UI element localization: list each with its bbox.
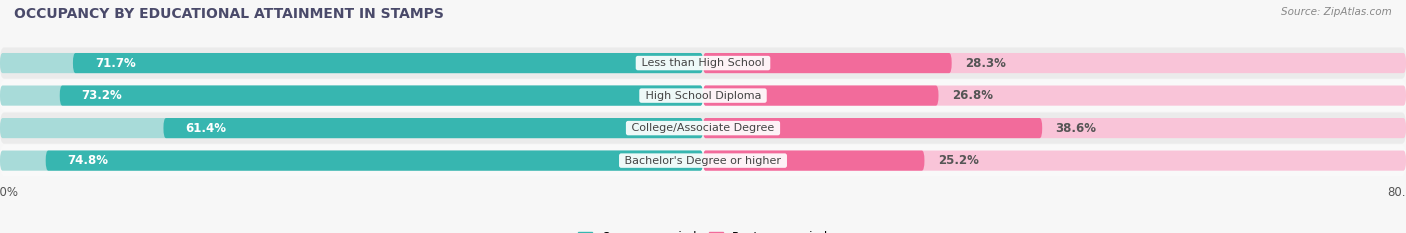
Text: 25.2%: 25.2%: [938, 154, 979, 167]
FancyBboxPatch shape: [0, 80, 1406, 111]
FancyBboxPatch shape: [0, 145, 1406, 176]
Text: Bachelor's Degree or higher: Bachelor's Degree or higher: [621, 156, 785, 166]
Text: High School Diploma: High School Diploma: [641, 91, 765, 101]
FancyBboxPatch shape: [73, 53, 703, 73]
FancyBboxPatch shape: [0, 53, 703, 73]
Text: 26.8%: 26.8%: [952, 89, 993, 102]
FancyBboxPatch shape: [0, 113, 1406, 144]
Text: OCCUPANCY BY EDUCATIONAL ATTAINMENT IN STAMPS: OCCUPANCY BY EDUCATIONAL ATTAINMENT IN S…: [14, 7, 444, 21]
Text: Source: ZipAtlas.com: Source: ZipAtlas.com: [1281, 7, 1392, 17]
FancyBboxPatch shape: [703, 53, 1406, 73]
FancyBboxPatch shape: [703, 86, 939, 106]
Text: 73.2%: 73.2%: [82, 89, 122, 102]
Text: 38.6%: 38.6%: [1056, 122, 1097, 135]
Text: 61.4%: 61.4%: [186, 122, 226, 135]
Text: 74.8%: 74.8%: [67, 154, 108, 167]
Legend: Owner-occupied, Renter-occupied: Owner-occupied, Renter-occupied: [572, 226, 834, 233]
Text: 71.7%: 71.7%: [94, 57, 135, 70]
FancyBboxPatch shape: [703, 151, 925, 171]
FancyBboxPatch shape: [0, 86, 703, 106]
FancyBboxPatch shape: [0, 151, 703, 171]
FancyBboxPatch shape: [703, 118, 1406, 138]
FancyBboxPatch shape: [0, 48, 1406, 79]
FancyBboxPatch shape: [703, 86, 1406, 106]
Text: Less than High School: Less than High School: [638, 58, 768, 68]
FancyBboxPatch shape: [703, 53, 952, 73]
FancyBboxPatch shape: [59, 86, 703, 106]
Text: 28.3%: 28.3%: [965, 57, 1005, 70]
Text: College/Associate Degree: College/Associate Degree: [628, 123, 778, 133]
FancyBboxPatch shape: [0, 118, 703, 138]
FancyBboxPatch shape: [46, 151, 703, 171]
FancyBboxPatch shape: [703, 151, 1406, 171]
FancyBboxPatch shape: [703, 118, 1042, 138]
FancyBboxPatch shape: [163, 118, 703, 138]
